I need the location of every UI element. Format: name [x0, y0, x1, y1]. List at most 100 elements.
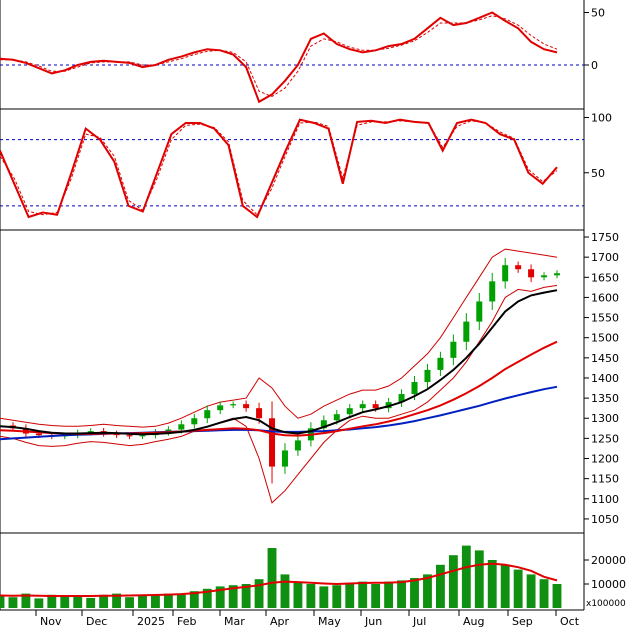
- candle-body: [515, 265, 522, 270]
- candle-body: [204, 410, 211, 419]
- volume-bar: [241, 584, 251, 608]
- candle-body: [463, 321, 470, 342]
- x-tick-label: Oct: [560, 615, 580, 628]
- macd-panel: 0 50: [0, 7, 605, 104]
- volume-bar: [112, 593, 122, 608]
- volume-bar: [254, 579, 264, 608]
- volume-ma-line: [0, 562, 558, 597]
- candle-body: [372, 404, 379, 409]
- ma20-line: [0, 289, 558, 436]
- x-tick-label: Aug: [463, 615, 484, 628]
- candle-body: [320, 420, 327, 429]
- macd-tick-label: 50: [591, 7, 605, 20]
- candle-body: [217, 405, 224, 411]
- price-tick-label: 1250: [591, 432, 619, 445]
- candle-body: [281, 450, 288, 467]
- candle-body: [476, 301, 483, 322]
- price-tick-label: 1700: [591, 251, 619, 264]
- bollinger-upper-band: [0, 248, 558, 428]
- candle-body: [489, 281, 496, 302]
- volume-bar: [73, 596, 83, 608]
- volume-bar: [280, 574, 290, 608]
- volume-bar: [176, 594, 186, 608]
- candle-body: [243, 404, 250, 409]
- volume-bar: [332, 585, 342, 608]
- volume-bar: [319, 586, 329, 608]
- volume-bar: [358, 581, 368, 608]
- volume-bar: [267, 548, 277, 608]
- candle-body: [139, 435, 146, 437]
- candle-body: [437, 357, 444, 370]
- volume-bar: [384, 581, 394, 608]
- volume-bar: [8, 597, 18, 608]
- volume-bar: [513, 569, 523, 608]
- volume-bar: [461, 545, 471, 608]
- candle-body: [269, 418, 276, 467]
- macd-signal-line: [0, 15, 558, 98]
- stoch-line: [0, 118, 558, 219]
- volume-bar: [293, 581, 303, 608]
- candle-body: [333, 414, 340, 421]
- candle-body: [554, 273, 560, 276]
- candle-body: [411, 382, 418, 395]
- volume-bar: [60, 596, 70, 608]
- stoch-tick-label: 100: [591, 112, 612, 125]
- x-tick-label: Nov: [40, 615, 62, 628]
- volume-panel: 10000 20000: [0, 545, 626, 608]
- volume-bar: [202, 588, 212, 608]
- price-tick-label: 1050: [591, 513, 619, 526]
- volume-bar: [47, 594, 57, 608]
- macd-tick-label: 0: [591, 59, 598, 72]
- x-tick-label: Apr: [270, 615, 290, 628]
- price-tick-label: 1450: [591, 352, 619, 365]
- volume-bar: [189, 591, 199, 608]
- candle-body: [35, 433, 42, 436]
- volume-bar: [474, 550, 484, 608]
- ma50-line: [0, 340, 558, 437]
- candle-body: [528, 269, 535, 278]
- x-tick-label: Jul: [412, 615, 426, 628]
- candle-body: [178, 424, 185, 430]
- price-tick-label: 1750: [591, 231, 619, 244]
- volume-bar: [306, 584, 316, 608]
- volume-bar: [138, 596, 147, 608]
- price-tick-label: 1200: [591, 453, 619, 466]
- price-tick-label: 1350: [591, 392, 619, 405]
- volume-tick-label: 10000: [591, 578, 626, 591]
- candle-body: [346, 408, 353, 415]
- volume-bar: [151, 595, 160, 608]
- price-tick-label: 1650: [591, 271, 619, 284]
- macd-line: [0, 11, 558, 104]
- price-tick-label: 1600: [591, 291, 619, 304]
- candle-body: [87, 431, 94, 433]
- candle-body: [256, 408, 263, 419]
- x-tick-label: May: [318, 615, 341, 628]
- price-tick-label: 1100: [591, 493, 619, 506]
- volume-tick-label: 20000: [591, 554, 626, 567]
- stochastic-panel: 50 100: [0, 112, 612, 219]
- bollinger-lower-band: [0, 284, 558, 504]
- volume-bar: [86, 597, 96, 608]
- price-tick-label: 1550: [591, 312, 619, 325]
- panel-frames: [0, 0, 585, 611]
- candle-body: [294, 440, 301, 451]
- volume-bar: [435, 564, 445, 608]
- volume-bar: [448, 555, 458, 608]
- volume-bar: [34, 598, 44, 608]
- candle-body: [398, 394, 405, 403]
- x-axis: Nov Dec 2025 Feb Mar Apr May Jun Jul Aug Sep Oct: [35, 610, 580, 628]
- volume-bar: [397, 580, 406, 608]
- x-tick-label: Dec: [86, 615, 107, 628]
- candle-body: [450, 341, 457, 358]
- price-tick-label: 1400: [591, 372, 619, 385]
- volume-bar: [552, 584, 562, 608]
- price-panel: 1050 1100 1150 1200 1250 1300 1350 1400 1450 1500…: [0, 231, 619, 526]
- candle-body: [424, 369, 431, 382]
- volume-bar: [0, 596, 5, 608]
- stoch-tick-label: 50: [591, 167, 605, 180]
- candle-body: [191, 418, 198, 425]
- stoch-signal-line: [0, 120, 558, 216]
- volume-bar: [215, 586, 225, 608]
- price-tick-label: 1300: [591, 412, 619, 425]
- volume-bar: [125, 597, 134, 608]
